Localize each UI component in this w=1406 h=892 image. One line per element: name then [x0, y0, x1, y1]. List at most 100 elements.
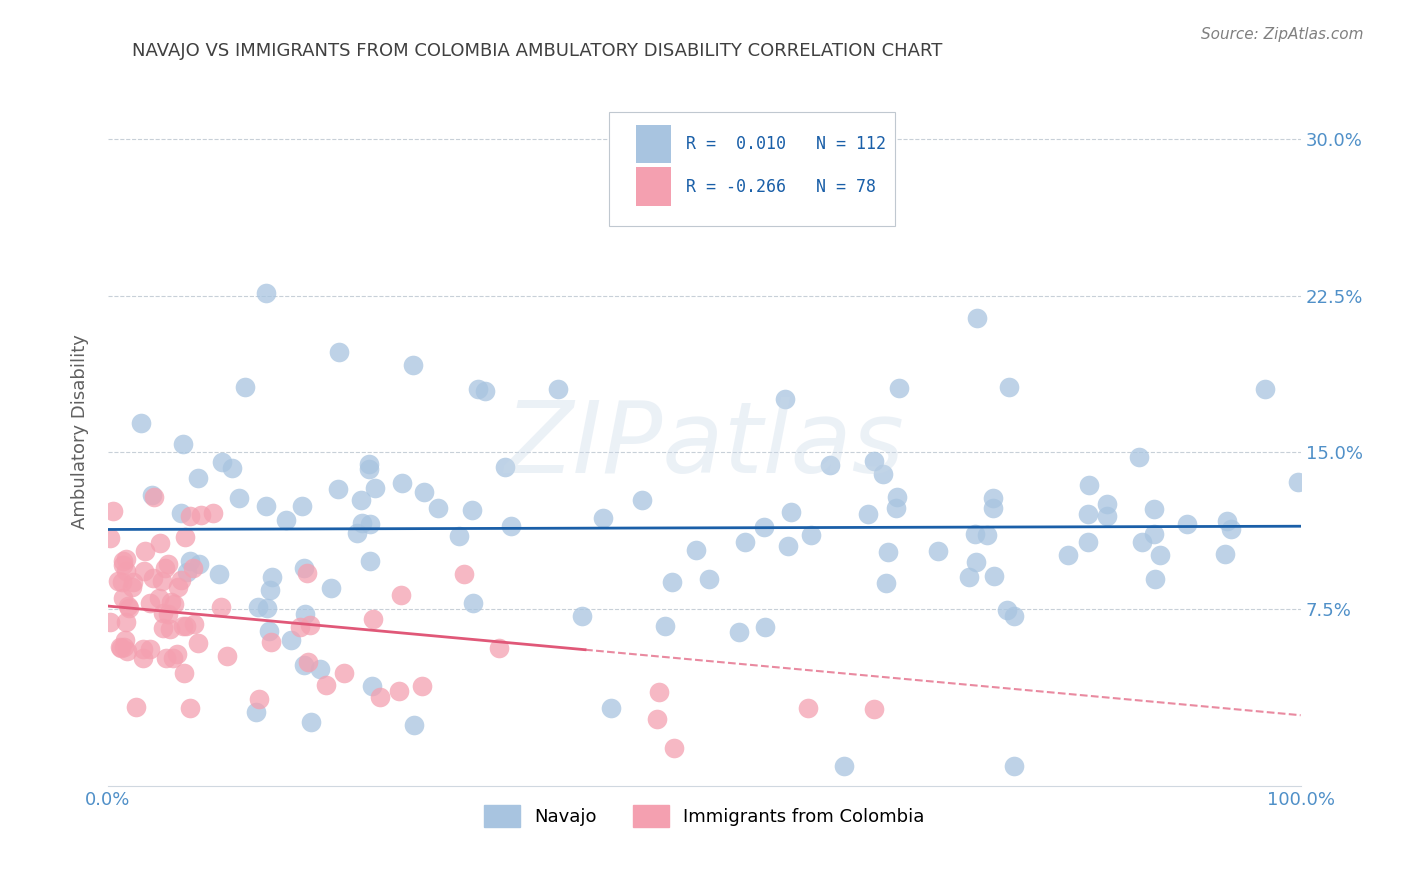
Point: [259, 583, 281, 598]
Point: [501, 518, 523, 533]
Point: [152, 621, 174, 635]
Point: [228, 491, 250, 505]
Point: [357, 461, 380, 475]
Point: [291, 500, 314, 514]
Point: [111, 575, 134, 590]
Point: [754, 620, 776, 634]
Point: [360, 554, 382, 568]
Point: [927, 544, 949, 558]
Point: [685, 542, 707, 557]
Point: [645, 712, 668, 726]
Point: [98, 615, 121, 630]
Point: [983, 500, 1005, 515]
Point: [863, 453, 886, 467]
Point: [256, 601, 278, 615]
Point: [965, 555, 987, 569]
Point: [467, 382, 489, 396]
Text: NAVAJO VS IMMIGRANTS FROM COLOMBIA AMBULATORY DISABILITY CORRELATION CHART: NAVAJO VS IMMIGRANTS FROM COLOMBIA AMBUL…: [132, 42, 942, 60]
Point: [1213, 547, 1236, 561]
Point: [187, 471, 209, 485]
Point: [190, 508, 212, 523]
Point: [981, 491, 1004, 506]
Point: [856, 507, 879, 521]
Point: [648, 685, 671, 699]
Point: [112, 640, 135, 655]
Point: [111, 558, 134, 572]
Point: [176, 565, 198, 579]
Point: [208, 566, 231, 581]
Point: [299, 715, 322, 730]
Point: [963, 527, 986, 541]
Point: [217, 649, 239, 664]
Point: [315, 678, 337, 692]
Point: [246, 599, 269, 614]
Point: [1095, 508, 1118, 523]
Point: [966, 311, 988, 326]
Point: [157, 557, 180, 571]
Point: [107, 574, 129, 588]
Point: [1254, 382, 1277, 396]
Point: [149, 535, 172, 549]
Point: [260, 570, 283, 584]
Point: [697, 573, 720, 587]
Point: [728, 624, 751, 639]
Point: [1175, 516, 1198, 531]
Point: [209, 600, 232, 615]
Point: [245, 706, 267, 720]
Point: [148, 591, 170, 605]
Point: [427, 500, 450, 515]
Point: [321, 581, 343, 595]
Point: [115, 615, 138, 630]
Point: [187, 636, 209, 650]
Point: [957, 569, 980, 583]
Point: [290, 619, 312, 633]
Point: [983, 569, 1005, 583]
Text: R = -0.266   N = 78: R = -0.266 N = 78: [686, 178, 876, 195]
Point: [1076, 535, 1098, 549]
Point: [1149, 548, 1171, 562]
Point: [752, 519, 775, 533]
Point: [495, 459, 517, 474]
FancyBboxPatch shape: [609, 112, 896, 226]
Point: [599, 700, 621, 714]
Point: [295, 566, 318, 581]
Point: [1077, 507, 1099, 521]
Point: [103, 504, 125, 518]
Legend: Navajo, Immigrants from Colombia: Navajo, Immigrants from Colombia: [477, 797, 932, 834]
Point: [1220, 522, 1243, 536]
Point: [884, 500, 907, 515]
Point: [800, 528, 823, 542]
FancyBboxPatch shape: [637, 125, 671, 163]
Point: [247, 692, 270, 706]
Point: [139, 597, 162, 611]
Point: [174, 529, 197, 543]
Point: [614, 163, 637, 178]
Point: [155, 650, 177, 665]
Point: [110, 640, 132, 654]
Point: [150, 574, 173, 589]
Point: [412, 484, 434, 499]
Point: [132, 642, 155, 657]
Point: [132, 564, 155, 578]
Point: [463, 596, 485, 610]
Point: [1216, 514, 1239, 528]
Point: [141, 488, 163, 502]
Point: [233, 379, 256, 393]
Point: [292, 561, 315, 575]
Point: [886, 491, 908, 505]
Point: [402, 718, 425, 732]
Text: Source: ZipAtlas.com: Source: ZipAtlas.com: [1201, 27, 1364, 42]
Point: [125, 699, 148, 714]
Point: [547, 382, 569, 396]
Point: [98, 532, 121, 546]
Point: [121, 580, 143, 594]
Point: [734, 535, 756, 549]
Point: [260, 634, 283, 648]
Point: [368, 690, 391, 704]
Point: [1286, 475, 1309, 490]
Point: [173, 665, 195, 680]
Point: [179, 701, 201, 715]
Point: [179, 554, 201, 568]
Point: [1144, 572, 1167, 586]
Text: R =  0.010   N = 112: R = 0.010 N = 112: [686, 135, 886, 153]
